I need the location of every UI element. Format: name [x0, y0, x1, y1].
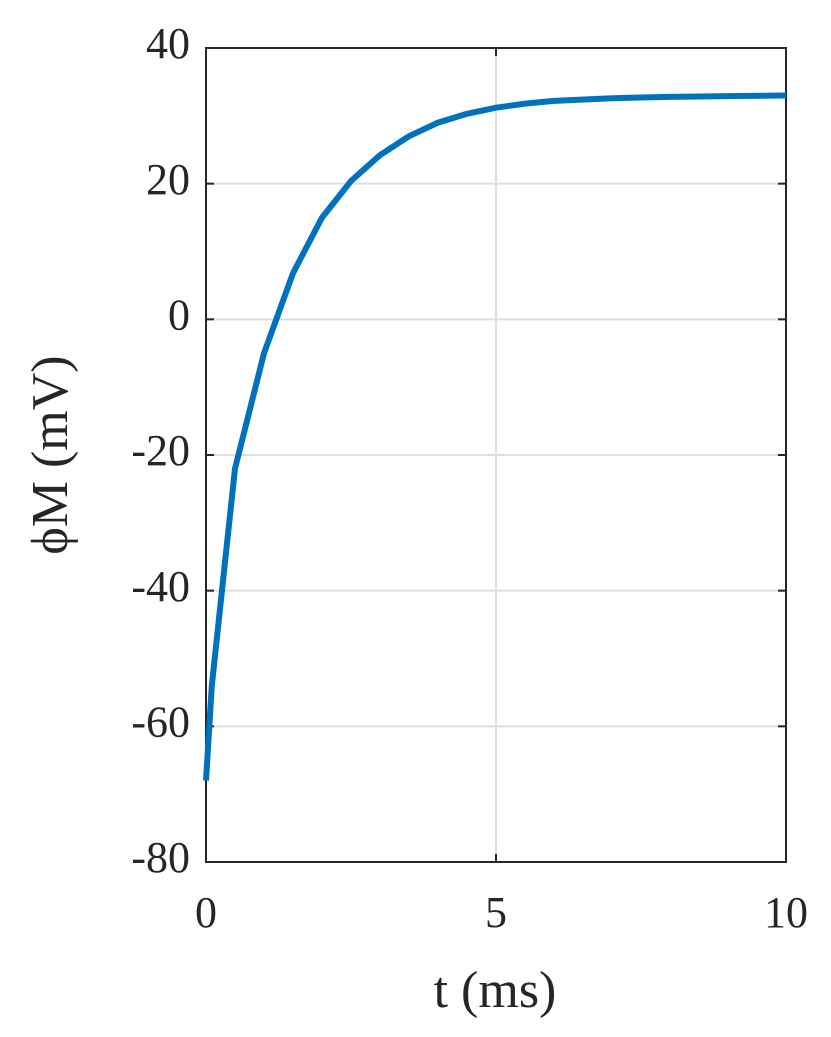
y-tick-label: 20	[146, 155, 190, 204]
line-series	[203, 92, 787, 781]
y-tick-label: -60	[131, 697, 190, 746]
x-tick-label: 5	[485, 888, 507, 937]
x-axis-label: t (ms)	[434, 962, 557, 1019]
y-tick-label: -80	[131, 833, 190, 882]
y-axis-label: ϕM (mV)	[22, 355, 79, 554]
plot-frame	[205, 47, 787, 863]
y-tick-label: 0	[168, 290, 190, 339]
x-tick-label: 10	[764, 888, 808, 937]
y-tick-label: -20	[131, 426, 190, 475]
y-tick-label: -40	[131, 562, 190, 611]
x-tick-label: 0	[195, 888, 217, 937]
y-tick-label: 40	[146, 19, 190, 68]
